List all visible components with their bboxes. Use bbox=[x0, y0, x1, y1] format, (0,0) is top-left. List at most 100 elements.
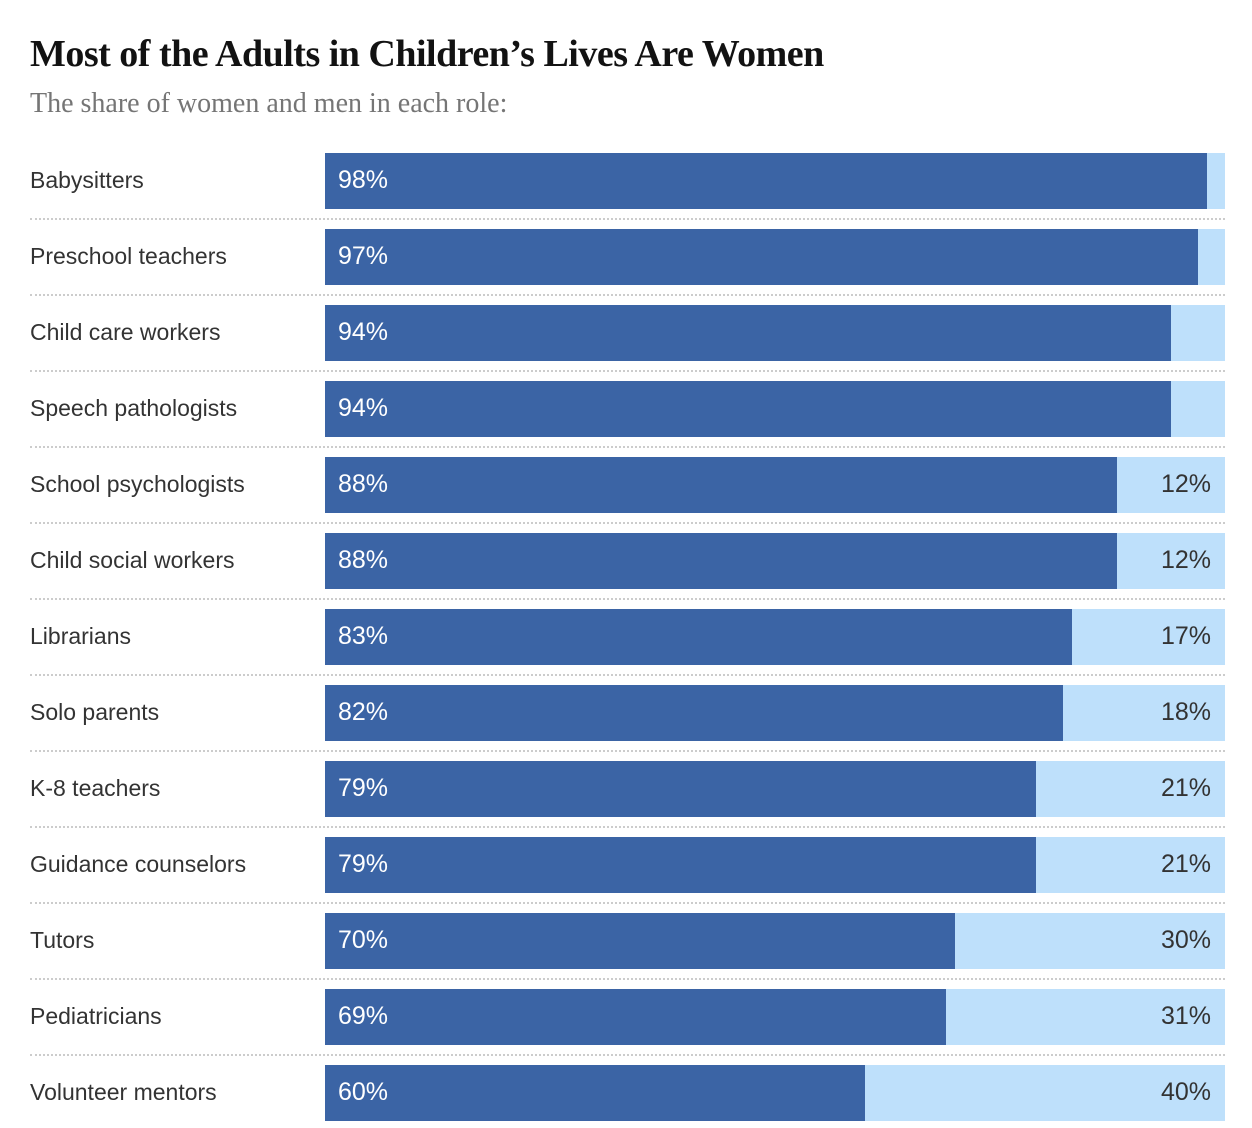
row-separator-line bbox=[30, 293, 1225, 296]
category-label: School psychologists bbox=[30, 471, 245, 498]
category-label: K-8 teachers bbox=[30, 775, 161, 802]
women-value-label: 70% bbox=[338, 926, 389, 955]
women-bar-segment: 97% bbox=[325, 228, 1198, 285]
women-bar-segment: 79% bbox=[325, 760, 1036, 817]
chart-row: Librarians 83% 17% bbox=[30, 608, 1225, 665]
women-bar-segment: 98% bbox=[325, 152, 1207, 209]
row-separator bbox=[30, 817, 1225, 837]
men-bar-segment: 30% bbox=[955, 912, 1225, 969]
men-value-label: 40% bbox=[1160, 1078, 1211, 1107]
women-value-label: 82% bbox=[338, 698, 389, 727]
women-value-label: 98% bbox=[338, 166, 389, 195]
women-bar-segment: 70% bbox=[325, 912, 955, 969]
women-value-label: 88% bbox=[338, 546, 389, 575]
bar-track: 82% 18% bbox=[325, 684, 1225, 741]
row-separator bbox=[30, 361, 1225, 381]
category-label: Librarians bbox=[30, 623, 131, 650]
row-separator-line bbox=[30, 901, 1225, 904]
women-bar-segment: 94% bbox=[325, 380, 1171, 437]
category-label: Volunteer mentors bbox=[30, 1079, 217, 1106]
bar-track: 79% 21% bbox=[325, 836, 1225, 893]
women-bar-segment: 79% bbox=[325, 836, 1036, 893]
chart-row: Volunteer mentors 60% 40% bbox=[30, 1064, 1225, 1121]
men-value-label: 21% bbox=[1160, 850, 1211, 879]
women-bar-segment: 88% bbox=[325, 532, 1117, 589]
bar-track: 83% 17% bbox=[325, 608, 1225, 665]
row-separator bbox=[30, 1045, 1225, 1065]
row-separator bbox=[30, 741, 1225, 761]
category-label: Preschool teachers bbox=[30, 243, 227, 270]
women-bar-segment: 88% bbox=[325, 456, 1117, 513]
men-bar-segment bbox=[1171, 380, 1225, 437]
row-separator-line bbox=[30, 977, 1225, 980]
category-label: Babysitters bbox=[30, 167, 144, 194]
row-separator-line bbox=[30, 749, 1225, 752]
bar-track: 94% bbox=[325, 380, 1225, 437]
men-bar-segment: 40% bbox=[865, 1064, 1225, 1121]
men-bar-segment: 12% bbox=[1117, 532, 1225, 589]
row-separator bbox=[30, 893, 1225, 913]
category-label: Child social workers bbox=[30, 547, 235, 574]
row-separator-line bbox=[30, 445, 1225, 448]
women-value-label: 79% bbox=[338, 850, 389, 879]
men-value-label: 31% bbox=[1160, 1002, 1211, 1031]
bar-track: 60% 40% bbox=[325, 1064, 1225, 1121]
row-separator-line bbox=[30, 673, 1225, 676]
women-value-label: 60% bbox=[338, 1078, 389, 1107]
category-label: Child care workers bbox=[30, 319, 221, 346]
women-value-label: 83% bbox=[338, 622, 389, 651]
bar-chart-rows: Babysitters 98% Preschool teachers 97% C… bbox=[30, 152, 1225, 1121]
row-separator-line bbox=[30, 521, 1225, 524]
men-value-label: 21% bbox=[1160, 774, 1211, 803]
row-separator-line bbox=[30, 1053, 1225, 1056]
women-bar-segment: 69% bbox=[325, 988, 946, 1045]
chart-row: Child social workers 88% 12% bbox=[30, 532, 1225, 589]
row-separator bbox=[30, 513, 1225, 533]
women-value-label: 94% bbox=[338, 318, 389, 347]
chart-subtitle: The share of women and men in each role: bbox=[30, 87, 508, 119]
men-value-label: 12% bbox=[1160, 546, 1211, 575]
category-label: Speech pathologists bbox=[30, 395, 238, 422]
category-label: Pediatricians bbox=[30, 1003, 162, 1030]
row-separator-line bbox=[30, 825, 1225, 828]
women-value-label: 94% bbox=[338, 394, 389, 423]
bar-track: 69% 31% bbox=[325, 988, 1225, 1045]
men-bar-segment: 18% bbox=[1063, 684, 1225, 741]
men-bar-segment: 12% bbox=[1117, 456, 1225, 513]
chart-row: Babysitters 98% bbox=[30, 152, 1225, 209]
bar-track: 97% bbox=[325, 228, 1225, 285]
chart-row: School psychologists 88% 12% bbox=[30, 456, 1225, 513]
bar-track: 70% 30% bbox=[325, 912, 1225, 969]
women-value-label: 79% bbox=[338, 774, 389, 803]
bar-track: 88% 12% bbox=[325, 532, 1225, 589]
men-bar-segment: 21% bbox=[1036, 760, 1225, 817]
row-separator-line bbox=[30, 597, 1225, 600]
women-bar-segment: 94% bbox=[325, 304, 1171, 361]
chart-title: Most of the Adults in Children’s Lives A… bbox=[30, 33, 824, 75]
women-value-label: 97% bbox=[338, 242, 389, 271]
women-value-label: 88% bbox=[338, 470, 389, 499]
row-separator-line bbox=[30, 217, 1225, 220]
row-separator bbox=[30, 209, 1225, 229]
chart-row: Guidance counselors 79% 21% bbox=[30, 836, 1225, 893]
row-separator bbox=[30, 969, 1225, 989]
bar-track: 79% 21% bbox=[325, 760, 1225, 817]
bar-track: 88% 12% bbox=[325, 456, 1225, 513]
women-bar-segment: 82% bbox=[325, 684, 1063, 741]
chart-row: Speech pathologists 94% bbox=[30, 380, 1225, 437]
bar-track: 94% bbox=[325, 304, 1225, 361]
chart-row: Child care workers 94% bbox=[30, 304, 1225, 361]
men-value-label: 18% bbox=[1160, 698, 1211, 727]
category-label: Solo parents bbox=[30, 699, 160, 726]
category-label: Guidance counselors bbox=[30, 851, 247, 878]
row-separator bbox=[30, 665, 1225, 685]
men-bar-segment bbox=[1207, 152, 1225, 209]
men-value-label: 12% bbox=[1160, 470, 1211, 499]
row-separator bbox=[30, 285, 1225, 305]
chart-row: Tutors 70% 30% bbox=[30, 912, 1225, 969]
category-label: Tutors bbox=[30, 927, 95, 954]
women-bar-segment: 60% bbox=[325, 1064, 865, 1121]
chart-row: Preschool teachers 97% bbox=[30, 228, 1225, 285]
women-value-label: 69% bbox=[338, 1002, 389, 1031]
